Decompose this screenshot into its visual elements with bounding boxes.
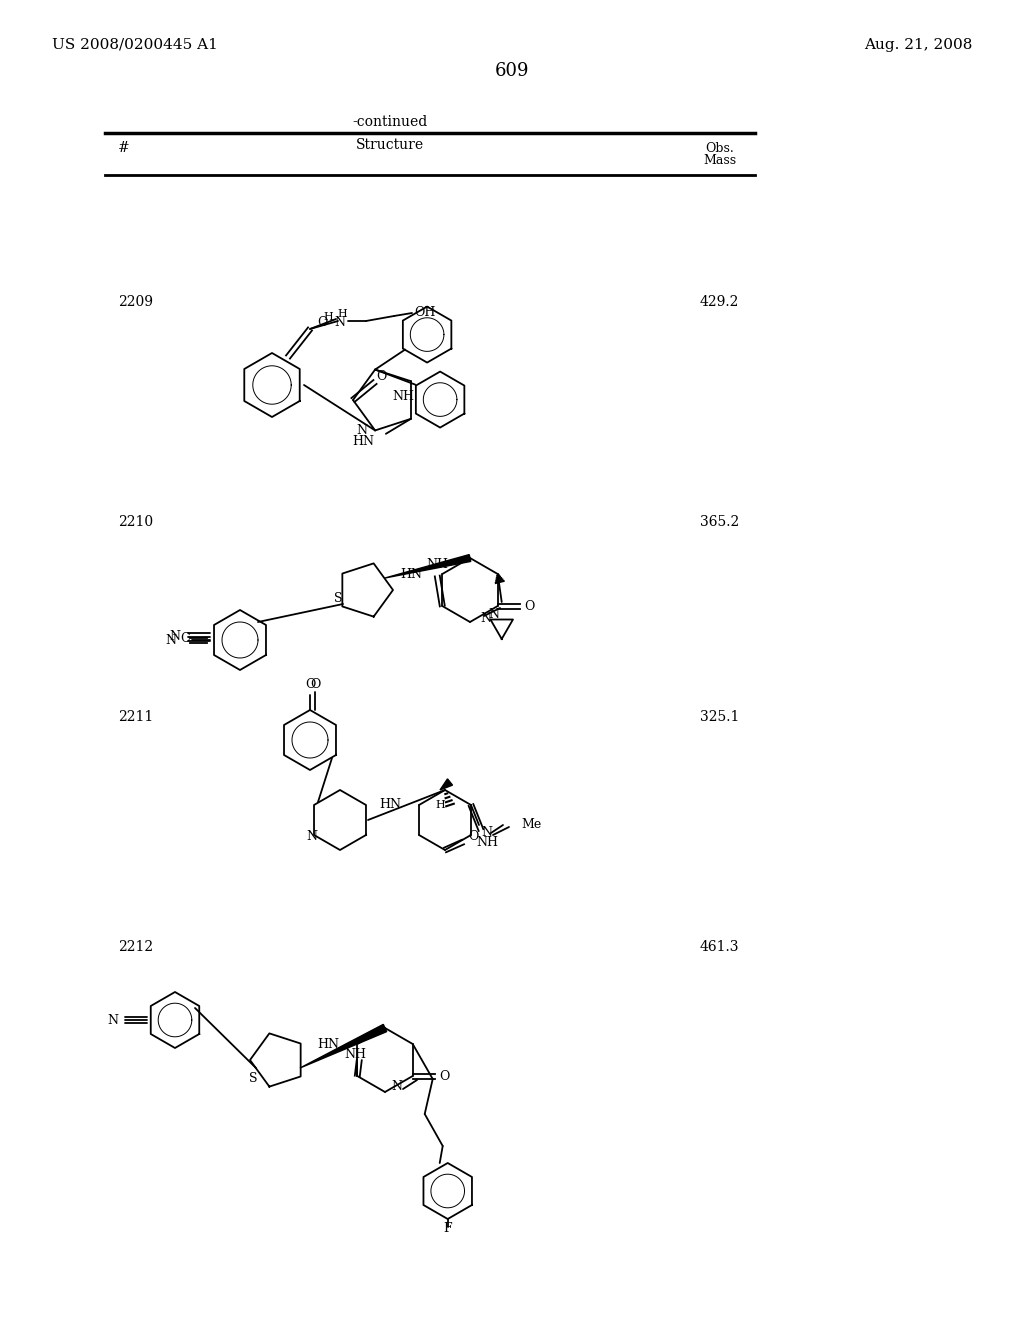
Text: Mass: Mass	[703, 154, 736, 168]
Text: Obs.: Obs.	[706, 141, 734, 154]
Text: O: O	[439, 1069, 450, 1082]
Text: -continued: -continued	[352, 115, 428, 129]
Text: N: N	[307, 829, 317, 842]
Text: O: O	[310, 677, 321, 690]
Text: O: O	[316, 317, 328, 330]
Text: O: O	[468, 830, 478, 843]
Text: NH: NH	[392, 389, 414, 403]
Text: NH: NH	[344, 1048, 367, 1060]
Polygon shape	[440, 779, 453, 789]
Text: S: S	[249, 1072, 257, 1085]
Text: 609: 609	[495, 62, 529, 81]
Polygon shape	[385, 554, 471, 578]
Text: O: O	[305, 678, 315, 692]
Text: Me: Me	[521, 818, 542, 832]
Text: N: N	[391, 1081, 402, 1093]
Text: Structure: Structure	[356, 139, 424, 152]
Text: N: N	[335, 317, 345, 330]
Text: N: N	[480, 612, 490, 626]
Text: S: S	[334, 593, 343, 605]
Text: N: N	[356, 424, 368, 437]
Text: 2211: 2211	[118, 710, 154, 723]
Text: 325.1: 325.1	[700, 710, 739, 723]
Text: 429.2: 429.2	[700, 294, 739, 309]
Text: 2209: 2209	[118, 294, 153, 309]
Text: NH: NH	[476, 836, 498, 849]
Text: 365.2: 365.2	[700, 515, 739, 529]
Text: H: H	[337, 309, 347, 319]
Text: #: #	[118, 141, 130, 154]
Text: HN: HN	[317, 1038, 339, 1051]
Text: HN: HN	[379, 799, 401, 812]
Polygon shape	[300, 1024, 387, 1068]
Text: N: N	[165, 634, 176, 647]
Text: Aug. 21, 2008: Aug. 21, 2008	[863, 38, 972, 51]
Text: NH: NH	[426, 557, 449, 570]
Text: OH: OH	[414, 306, 435, 319]
Text: N: N	[481, 825, 493, 838]
Text: O: O	[376, 371, 386, 384]
Text: N: N	[108, 1014, 119, 1027]
Text: N: N	[170, 631, 180, 644]
Text: 2210: 2210	[118, 515, 154, 529]
Text: US 2008/0200445 A1: US 2008/0200445 A1	[52, 38, 218, 51]
Text: H: H	[435, 800, 444, 810]
Text: HN: HN	[400, 568, 422, 581]
Text: C: C	[180, 632, 189, 645]
Text: O: O	[524, 599, 535, 612]
Text: F: F	[443, 1222, 452, 1236]
Text: HN: HN	[352, 436, 374, 449]
Text: 461.3: 461.3	[700, 940, 739, 954]
Text: N: N	[488, 607, 499, 620]
Text: 2212: 2212	[118, 940, 154, 954]
Text: H: H	[324, 312, 333, 322]
